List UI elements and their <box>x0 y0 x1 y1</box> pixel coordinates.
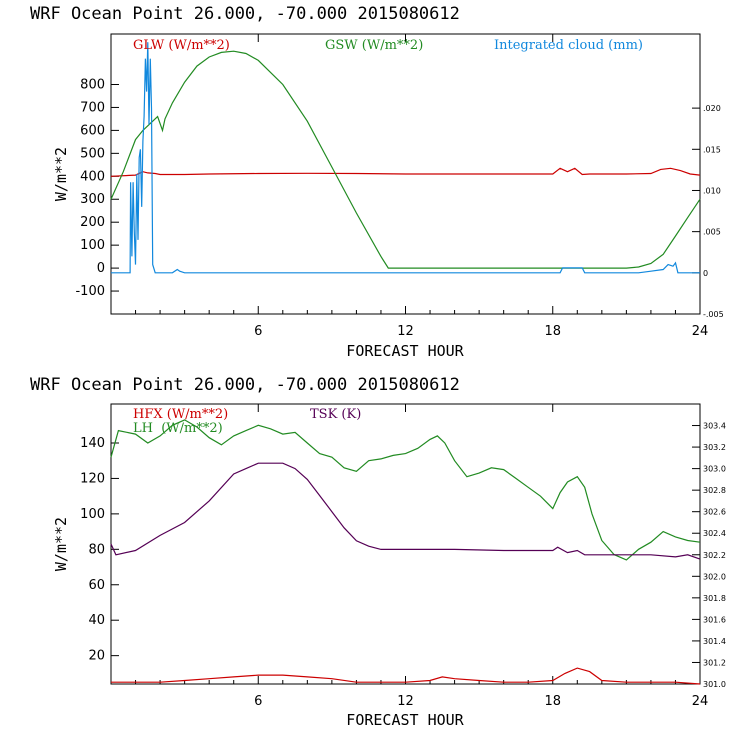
chart-bottom-series <box>110 419 701 685</box>
chart-bottom: WRF Ocean Point 26.000, -70.000 20150806… <box>30 375 726 729</box>
y-tick-label: 80 <box>88 542 105 557</box>
y-tick-label: -100 <box>75 284 105 299</box>
x-tick-label: 12 <box>397 324 414 339</box>
chart-top: WRF Ocean Point 26.000, -70.000 20150806… <box>30 4 724 360</box>
chart-top-legend-glw: GLW (W/m**2) <box>133 38 230 53</box>
y-tick-label: 800 <box>80 77 105 92</box>
x-tick-label: 6 <box>254 694 262 709</box>
chart-bottom-xlabel: FORECAST HOUR <box>346 711 464 729</box>
chart-top-legend-gsw: GSW (W/m**2) <box>325 38 423 53</box>
right-tick-label: 302.8 <box>703 486 726 495</box>
chart-top-series <box>110 42 701 274</box>
right-tick-label: 301.0 <box>703 680 726 689</box>
right-tick-label: .010 <box>703 186 721 195</box>
chart-bottom-title: WRF Ocean Point 26.000, -70.000 20150806… <box>30 375 460 395</box>
right-tick-label: 301.2 <box>703 658 726 667</box>
y-tick-label: 120 <box>80 471 105 486</box>
right-tick-label: 301.6 <box>703 615 726 624</box>
series-line-glw <box>110 167 701 177</box>
right-tick-label: .020 <box>703 104 721 113</box>
right-tick-label: 301.4 <box>703 637 726 646</box>
y-tick-label: 500 <box>80 146 105 161</box>
right-tick-label: .015 <box>703 145 721 154</box>
chart-top-ylabel: W/m**2 <box>52 147 70 201</box>
x-tick-label: 24 <box>692 694 709 709</box>
x-tick-label: 6 <box>254 324 262 339</box>
x-tick-label: 12 <box>397 694 414 709</box>
series-line-gsw <box>110 50 701 269</box>
right-tick-label: 302.0 <box>703 572 726 581</box>
y-tick-label: 600 <box>80 123 105 138</box>
y-tick-label: 200 <box>80 215 105 230</box>
chart-bottom-frame <box>110 403 701 685</box>
right-tick-label: 303.4 <box>703 422 726 431</box>
y-tick-label: 60 <box>88 578 105 593</box>
chart-bottom-ylabel: W/m**2 <box>52 517 70 571</box>
y-tick-label: 100 <box>80 507 105 522</box>
right-tick-label: .005 <box>703 228 721 237</box>
chart-bottom-ticks: 6 12 18 24 20 40 60 80 100 120 140 303.4 303.2 303.0 3… <box>80 404 726 709</box>
right-tick-label: 302.2 <box>703 551 726 560</box>
right-tick-label: 303.2 <box>703 443 726 452</box>
right-tick-label: 302.4 <box>703 529 726 538</box>
series-line-tsk <box>110 462 701 560</box>
series-line-lh <box>110 419 701 561</box>
chart-top-title: WRF Ocean Point 26.000, -70.000 20150806… <box>30 4 460 24</box>
y-tick-label: 700 <box>80 100 105 115</box>
right-tick-label: 0 <box>703 269 708 278</box>
series-line-hfx <box>111 667 701 685</box>
right-tick-label: -.005 <box>703 310 724 319</box>
y-tick-label: 100 <box>80 238 105 253</box>
chart-top-xlabel: FORECAST HOUR <box>346 342 464 360</box>
chart-top-ticks: 6 12 18 24 -100 0 100 200 300 400 500 600 700 800 .020… <box>75 34 724 339</box>
right-tick-label: 301.8 <box>703 594 726 603</box>
y-tick-label: 20 <box>88 649 105 664</box>
y-tick-label: 140 <box>80 436 105 451</box>
x-tick-label: 18 <box>544 694 561 709</box>
y-tick-label: 0 <box>97 261 105 276</box>
chart-top-legend-cloud: Integrated cloud (mm) <box>494 38 643 53</box>
y-tick-label: 40 <box>88 613 105 628</box>
right-tick-label: 302.6 <box>703 508 726 517</box>
y-tick-label: 300 <box>80 192 105 207</box>
chart-bottom-legend-hfx: HFX (W/m**2) <box>133 407 228 422</box>
y-tick-label: 400 <box>80 169 105 184</box>
chart-bottom-legend-tsk: TSK (K) <box>310 407 361 422</box>
right-tick-label: 303.0 <box>703 465 726 474</box>
chart-bottom-legend-lh: LH (W/m**2) <box>133 421 223 436</box>
x-tick-label: 18 <box>544 324 561 339</box>
series-line-integrated <box>111 42 700 274</box>
x-tick-label: 24 <box>692 324 709 339</box>
